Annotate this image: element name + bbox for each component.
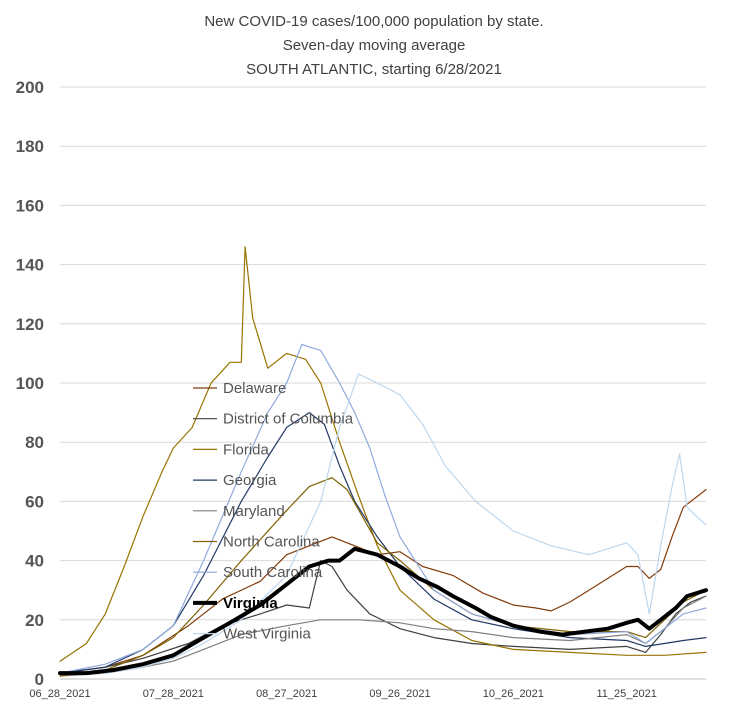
legend-label: District of Columbia	[223, 411, 354, 428]
legend-label: West Virginia	[223, 626, 311, 643]
y-tick-label: 140	[16, 256, 44, 275]
series-line-georgia	[59, 412, 707, 674]
series-line-delaware	[59, 489, 707, 674]
legend-label: North Carolina	[223, 534, 320, 551]
x-axis-ticks: 06_28_2021 07_28_2021 08_27_2021 09_26_2021…	[29, 688, 656, 700]
x-tick-label: 09_26_2021	[369, 688, 430, 700]
series-line-west-virginia	[59, 373, 707, 674]
y-tick-label: 0	[35, 670, 44, 689]
chart-title-line-1: New COVID-19 cases/100,000 population by…	[204, 13, 543, 30]
x-tick-label: 10_26_2021	[483, 688, 544, 700]
x-tick-label: 08_27_2021	[256, 688, 317, 700]
y-tick-label: 100	[16, 374, 44, 393]
chart-title-line-3: SOUTH ATLANTIC, starting 6/28/2021	[246, 61, 502, 78]
gridlines	[60, 86, 706, 680]
y-tick-label: 40	[25, 552, 44, 571]
y-tick-label: 180	[16, 137, 44, 156]
series-line-virginia	[58, 546, 708, 676]
legend-label: Virginia	[223, 595, 278, 612]
x-tick-label: 07_28_2021	[143, 688, 204, 700]
series-lines	[58, 246, 708, 677]
series-line-south-carolina	[59, 343, 707, 674]
y-tick-label: 80	[25, 433, 44, 452]
y-tick-label: 120	[16, 315, 44, 334]
series-line-maryland	[59, 595, 707, 677]
series-line-florida	[59, 246, 707, 662]
legend-label: Delaware	[223, 380, 286, 397]
y-tick-label: 200	[16, 78, 44, 97]
chart-title: New COVID-19 cases/100,000 population by…	[204, 13, 543, 78]
x-tick-label: 11_25_2021	[596, 688, 656, 700]
chart-title-line-2: Seven-day moving average	[283, 37, 466, 54]
y-tick-label: 60	[25, 492, 44, 511]
legend-label: Maryland	[223, 503, 285, 520]
y-tick-label: 160	[16, 196, 44, 215]
series-line-north-carolina	[59, 477, 707, 677]
y-axis-ticks: 0 20 40 60 80 100 120 140 160 180 200	[16, 78, 44, 689]
legend-label: South Carolina	[223, 564, 323, 581]
x-tick-label: 06_28_2021	[29, 688, 90, 700]
legend: Delaware District of Columbia Florida Georg…	[193, 380, 354, 643]
y-tick-label: 20	[25, 611, 44, 630]
legend-label: Florida	[223, 441, 270, 458]
legend-label: Georgia	[223, 472, 277, 489]
